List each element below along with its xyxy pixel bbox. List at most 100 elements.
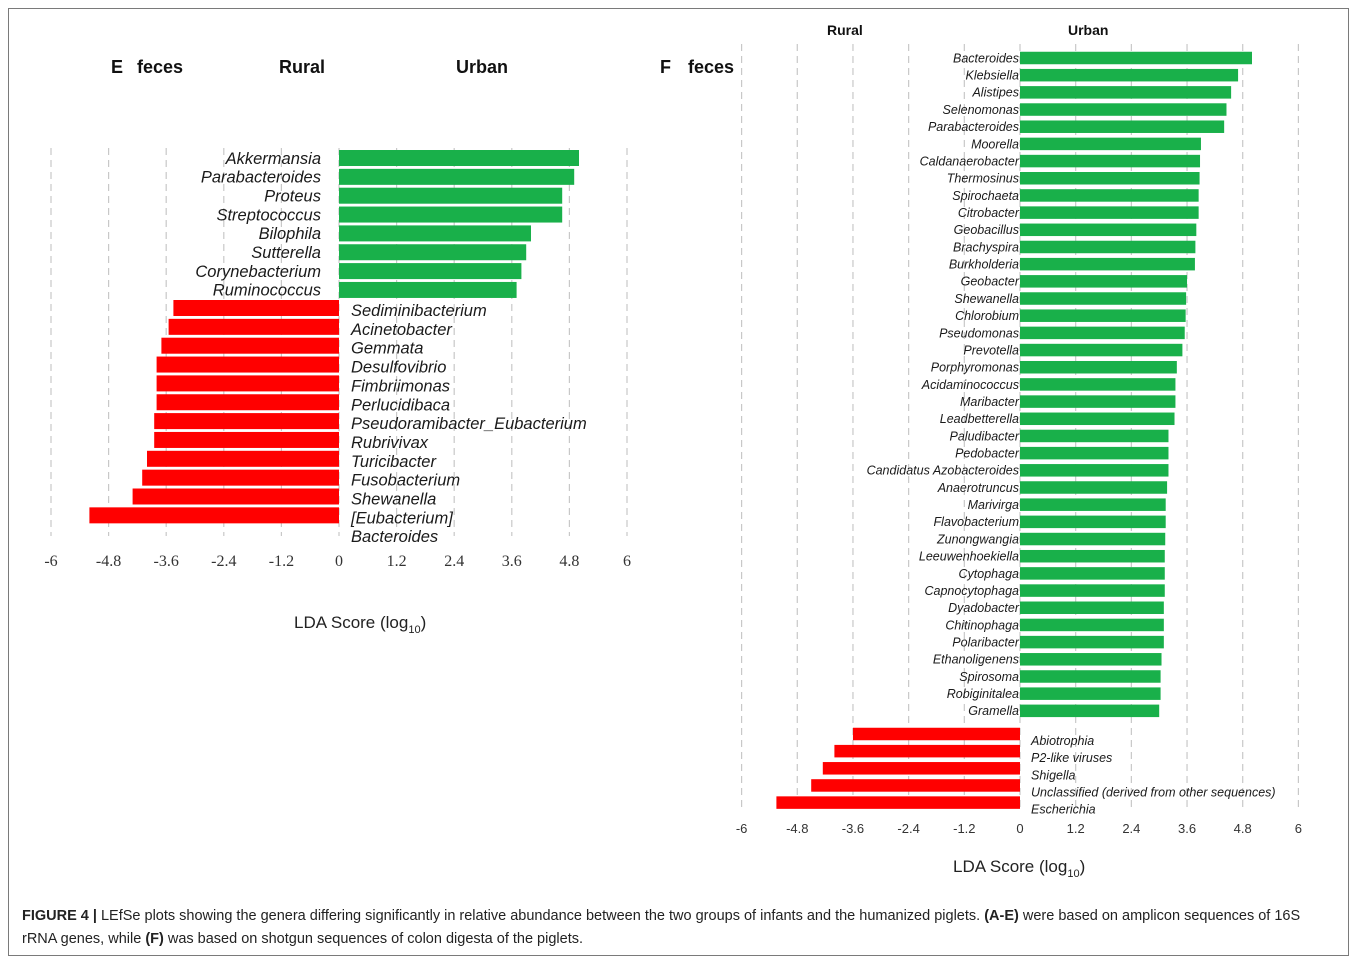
panel-e-bar-rural [89, 507, 340, 524]
panel-e-bar-rural [173, 300, 339, 316]
panel-e-urban-header: Urban [456, 57, 508, 77]
panel-e: E feces Rural Urban AkkermansiaParabacte… [44, 57, 631, 636]
panel-e-bar-rural [147, 450, 339, 467]
panel-f-genus-label: Bacteroides [953, 51, 1019, 65]
panel-e-genus-label: Sediminibacterium [351, 302, 487, 320]
panel-f-bar-urban [1020, 464, 1169, 477]
panel-f-bar-urban [1020, 653, 1162, 666]
panel-e-label: E [111, 57, 123, 77]
panel-f: F feces Rural Urban Bacteroides Klebsiell… [660, 22, 1302, 880]
panel-f-genus-label: P2-like viruses [1031, 751, 1112, 765]
panel-f-bar-urban [1020, 275, 1188, 288]
caption-text-3: was based on shotgun sequences of colon … [163, 931, 584, 947]
panel-f-genus-label: Unclassified (derived from other sequenc… [1031, 785, 1276, 799]
panel-f-labels: Bacteroides Klebsiella Alistipes Selenomona… [867, 51, 1276, 816]
panel-f-genus-label: Shigella [1031, 768, 1076, 782]
panel-f-tick-label: 6 [1295, 821, 1302, 836]
panel-e-ticks: -6 -4.8 -3.6 -2.4 -1.2 0 1.2 2.4 3.6 4.8 6 [44, 553, 631, 570]
panel-f-bar-urban [1020, 257, 1195, 271]
panel-f-tick-label: 3.6 [1178, 821, 1196, 836]
panel-f-tick-label: 1.2 [1067, 821, 1085, 836]
panel-e-x-axis-label: LDA Score (log10) [294, 613, 426, 636]
panel-f-bar-urban [1020, 240, 1196, 254]
panel-f-genus-label: Selenomonas [943, 103, 1019, 117]
panel-e-bar-rural [156, 356, 339, 373]
panel-e-bar-urban [339, 187, 563, 204]
panel-e-tick-label: 3.6 [502, 553, 522, 570]
panel-e-genus-label: Streptococcus [216, 206, 321, 224]
panel-f-bar-urban [1020, 532, 1166, 546]
panel-f-bar-urban [1020, 120, 1225, 133]
panel-f-bar-urban [1020, 687, 1161, 700]
panel-f-genus-label: Alistipes [971, 86, 1019, 100]
panel-f-genus-label: Robiginitalea [947, 687, 1019, 701]
panel-f-bar-urban [1020, 584, 1165, 597]
panel-f-bar-urban [1020, 567, 1165, 580]
panel-f-genus-label: Pedobacter [955, 447, 1020, 461]
panel-f-genus-label: Dyadobacter [948, 601, 1020, 615]
panel-e-bar-rural [156, 394, 339, 411]
panel-f-bar-rural [834, 744, 1020, 758]
panel-f-genus-label: Marivirga [968, 498, 1019, 512]
panel-e-bars [89, 150, 579, 524]
panel-f-tick-label: -2.4 [897, 821, 919, 836]
panel-e-bar-urban [339, 281, 517, 298]
panel-e-tick-label: -3.6 [154, 553, 179, 570]
panel-f-bar-urban [1020, 618, 1164, 632]
panel-e-genus-label: Pseudoramibacter_Eubacterium [351, 415, 587, 433]
panel-e-genus-label: Sutterella [251, 244, 321, 262]
panel-f-bar-urban [1020, 223, 1197, 237]
panel-f-genus-label: Prevotella [963, 343, 1019, 357]
panel-f-bar-rural [822, 762, 1020, 775]
panel-e-genus-label: Gemmata [351, 340, 423, 358]
panel-e-tick-label: -1.2 [269, 553, 294, 570]
panel-f-bar-urban [1020, 137, 1201, 151]
panel-f-bar-urban [1020, 704, 1160, 718]
panel-e-genus-label: [Eubacterium] [350, 509, 453, 527]
panel-f-tick-label: 2.4 [1122, 821, 1140, 836]
panel-e-tick-label: 1.2 [387, 553, 407, 570]
panel-f-bar-urban [1020, 429, 1169, 443]
caption-text-2: were based on amplicon sequences of 16S … [22, 908, 1301, 947]
panel-f-genus-label: Porphyromonas [931, 361, 1019, 375]
panel-f-bar-urban [1020, 206, 1199, 219]
panel-e-tick-label: 4.8 [559, 553, 579, 570]
panel-f-tick-label: 0 [1016, 821, 1023, 836]
panel-e-bar-urban [339, 244, 527, 261]
panel-f-bar-urban [1020, 395, 1176, 408]
panel-f-bar-urban [1020, 51, 1252, 65]
panel-f-genus-label: Polaribacter [952, 635, 1020, 649]
panel-f-urban-header: Urban [1068, 22, 1108, 38]
panel-f-bar-urban [1020, 189, 1199, 202]
panel-e-genus-label: Desulfovibrio [351, 359, 446, 377]
panel-e-tick-label: -2.4 [211, 553, 236, 570]
panel-f-genus-label: Leadbetterella [940, 412, 1019, 426]
panel-f-genus-label: Klebsiella [965, 69, 1019, 83]
panel-f-genus-label: Gramella [968, 704, 1019, 718]
panel-e-bar-rural [168, 318, 339, 335]
panel-f-genus-label: Zunongwangia [936, 532, 1019, 546]
panel-f-grid [740, 44, 1300, 812]
panel-e-x-axis-label-sub: 10 [408, 624, 420, 636]
panel-f-bar-urban [1020, 68, 1239, 82]
panel-f-genus-label: Maribacter [960, 395, 1020, 409]
panel-f-tick-label: -4.8 [786, 821, 808, 836]
panel-f-genus-label: Flavobacterium [934, 515, 1019, 529]
panel-e-genus-label: Fimbriimonas [351, 377, 450, 395]
panel-f-genus-label: Parabacteroides [928, 120, 1019, 134]
panel-e-bar-urban [339, 206, 563, 223]
panel-f-genus-label: Abiotrophia [1030, 734, 1094, 748]
panel-f-bar-urban [1020, 481, 1168, 494]
panel-f-bar-urban [1020, 412, 1175, 426]
panel-f-genus-label: Geobacter [961, 275, 1020, 289]
panel-f-genus-label: Chlorobium [955, 309, 1019, 323]
panel-f-x-axis-label-close: ) [1080, 857, 1086, 876]
panel-e-bar-rural [154, 413, 339, 430]
panel-f-genus-label: Leeuwenhoekiella [919, 550, 1019, 564]
panel-f-bar-rural [852, 727, 1020, 741]
panel-f-genus-label: Chitinophaga [945, 618, 1019, 632]
panel-f-genus-label: Citrobacter [958, 206, 1020, 220]
panel-f-tick-label: -6 [736, 821, 748, 836]
panel-f-bar-urban [1020, 154, 1201, 168]
panel-f-genus-label: Escherichia [1031, 803, 1096, 817]
